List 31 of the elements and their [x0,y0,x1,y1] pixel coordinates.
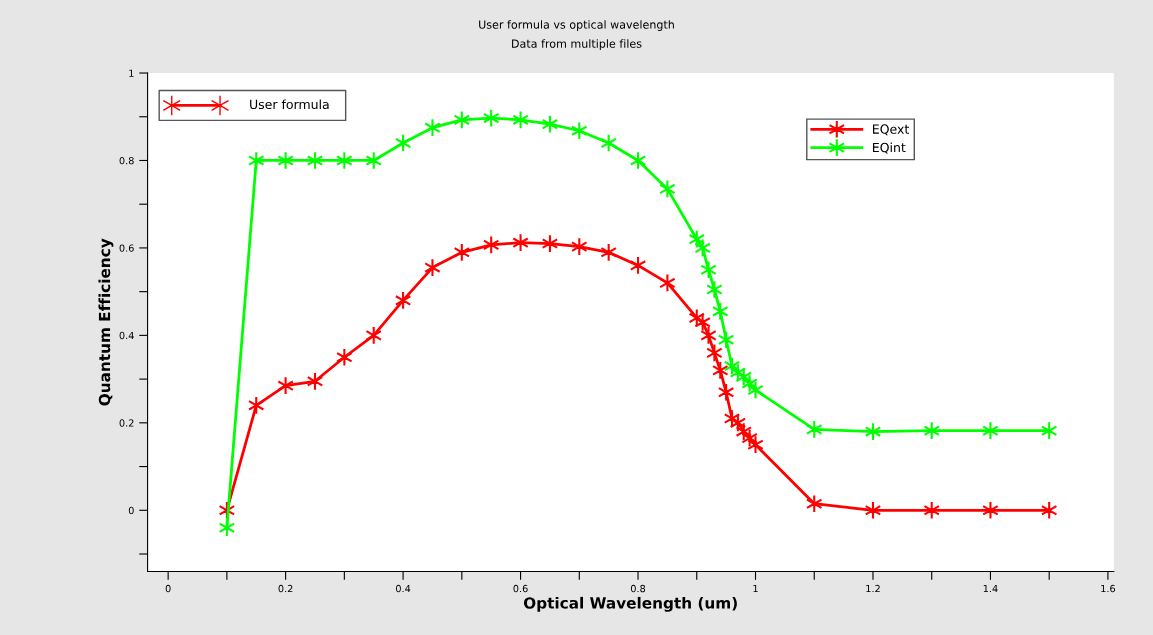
y-tick-label: 0.2 [119,419,134,427]
x-tick-label: 1.2 [866,584,880,593]
chart-title: User formula vs optical wavelength [479,20,674,31]
x-tick-label: 1.6 [1101,584,1116,593]
point [700,260,717,280]
point [571,121,588,141]
y-axis-title: Quantum Efficiency [98,238,114,406]
chart-subtitle: Data from multiple files [512,39,642,50]
annotation: User formula [250,99,329,110]
y-tick-label: 1 [129,69,134,77]
point [700,326,717,345]
point [541,114,559,134]
legend-label: EQext [873,124,909,136]
x-tick-label: 0.2 [278,584,293,593]
point [747,435,764,455]
x-tick-label: 0 [165,584,171,593]
point [747,380,764,400]
y-tick-label: 0.8 [119,156,134,165]
y-tick-label: 0.6 [119,244,134,252]
point [923,421,940,441]
x-tick-label: 1.4 [983,584,998,593]
y-tick-label: 0 [128,506,134,515]
x-axis-title: Optical Wavelength (um) [523,596,737,612]
x-tick-label: 0.4 [396,584,411,593]
point [600,242,617,262]
x-tick-label: 1 [753,584,758,593]
point [717,382,735,402]
x-tick-label: 0.6 [513,584,528,593]
x-tick-label: 0.8 [630,584,646,593]
y-tick-label: 0.4 [119,331,134,340]
legend-label: EQint [873,142,906,154]
